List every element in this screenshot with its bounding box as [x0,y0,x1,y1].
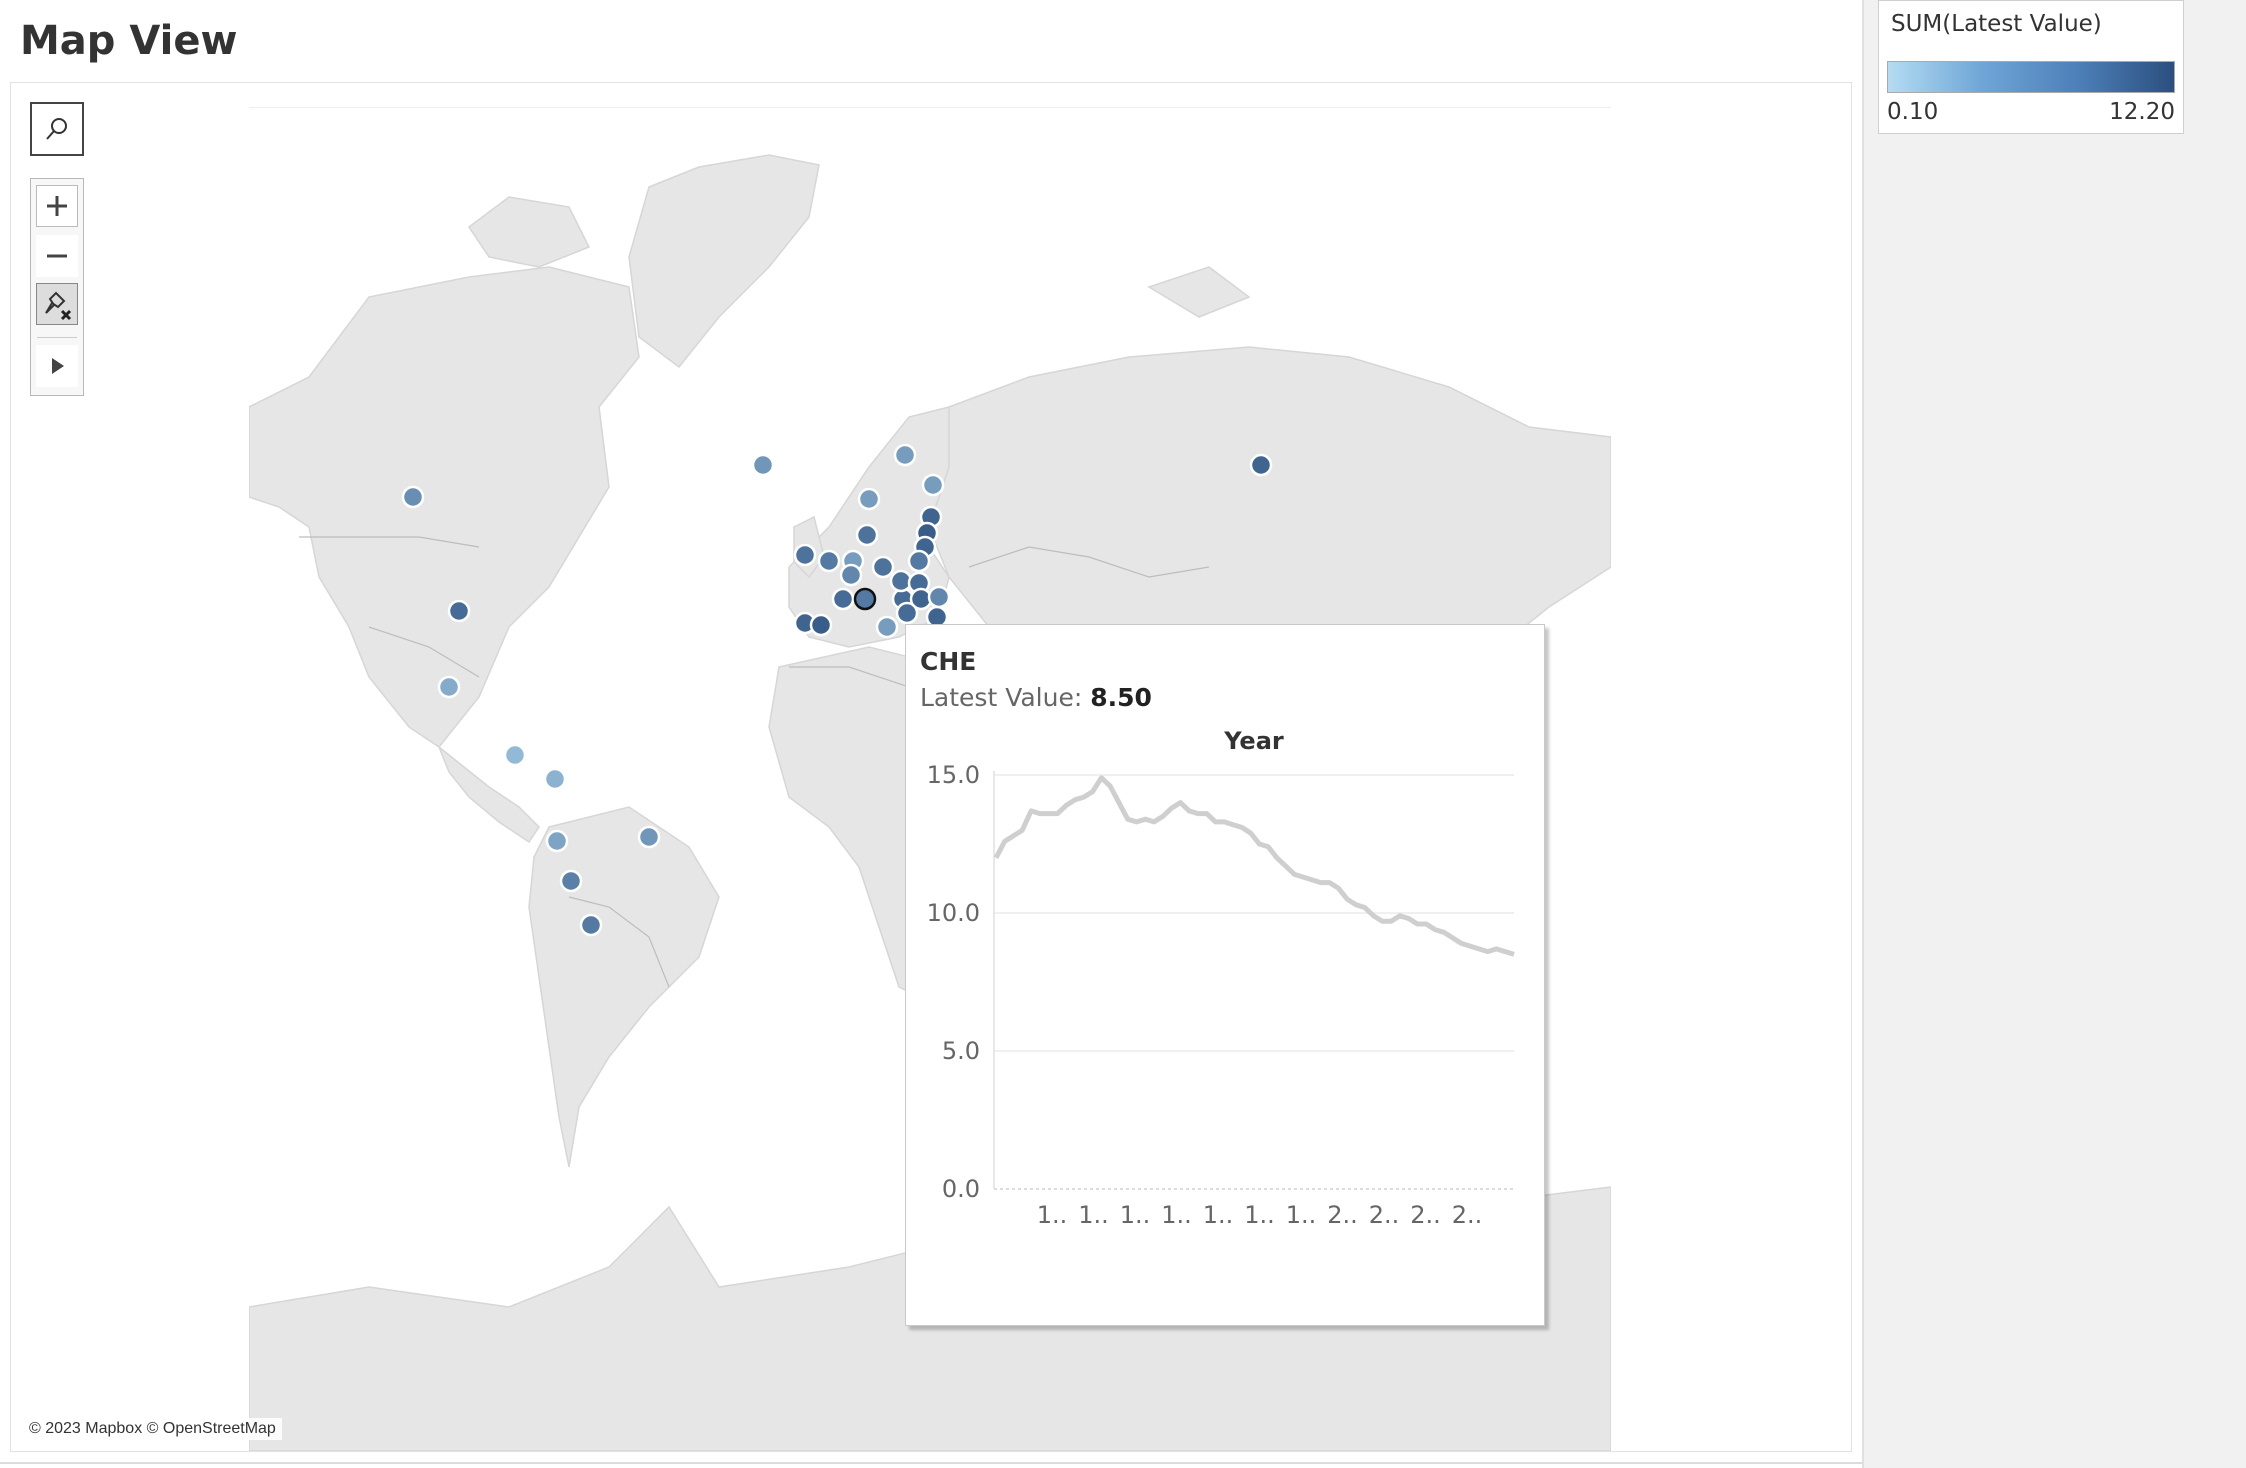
map-mark-poland[interactable] [907,549,931,573]
central-america-landmass [437,744,540,844]
legend-min-label: 0.10 [1887,99,1939,125]
map-mark-iceland[interactable] [751,453,775,477]
map-mark-denmark[interactable] [855,523,879,547]
map-mark-chile[interactable] [559,869,583,893]
map-mark-france[interactable] [831,587,855,611]
toolbar-divider [37,337,77,338]
map-mark-canada[interactable] [401,485,425,509]
zoom-out-button[interactable] [36,235,78,277]
arctic-islands [467,196,591,268]
x-tick-label: 2.. [1410,1201,1441,1229]
map-zoom-controls [30,178,84,396]
map-mark-che[interactable] [853,587,877,611]
map-mark-colombia[interactable] [543,767,567,791]
x-tick-label: 2.. [1327,1201,1358,1229]
map-mark-belgium[interactable] [839,563,863,587]
map-mark-costa-rica[interactable] [503,743,527,767]
map-mark-germany[interactable] [871,555,895,579]
tooltip-line-chart: Year 15.0 10.0 5.0 0.0 1.. 1.. 1.. 1.. 1.. 1.. 1.. 2… [927,727,1515,1229]
y-tick-label: 5.0 [942,1037,980,1065]
minus-icon [47,254,67,258]
mark-tooltip: CHE Latest Value: 8.50 Year 15.0 10.0 5.0 0.… [905,624,1545,1326]
legend-panel: SUM(Latest Value) 0.10 12.20 [1862,0,2246,1468]
search-icon [46,118,67,140]
map-mark-luxembourg[interactable] [927,585,951,609]
page-title: Map View [20,18,238,64]
greenland-landmass [628,154,820,369]
y-tick-label: 15.0 [927,761,980,789]
legend-color-ramp [1887,61,2175,93]
south-america-landmass [528,806,720,1168]
x-tick-label: 1.. [1037,1201,1068,1229]
unpin-icon [45,291,72,321]
x-tick-label: 1.. [1120,1201,1151,1229]
y-tick-label: 10.0 [927,899,980,927]
tooltip-value: 8.50 [1090,683,1152,712]
plus-icon [47,196,67,216]
map-mark-brazil[interactable] [637,825,661,849]
map-mark-peru[interactable] [545,829,569,853]
series-line[interactable] [993,775,1515,957]
chart-title: Year [1223,727,1284,755]
map-mark-italy[interactable] [875,615,899,639]
map-marks [401,443,1273,937]
map-mark-slovenia[interactable] [895,601,919,625]
map-mark-usa[interactable] [447,599,471,623]
map-search-button[interactable] [30,102,84,156]
color-legend[interactable]: SUM(Latest Value) 0.10 12.20 [1878,0,2184,134]
map-mark-sweden[interactable] [893,443,917,467]
zoom-in-button[interactable] [36,185,78,227]
x-tick-label: 1.. [1244,1201,1275,1229]
expand-toolbar-button[interactable] [36,345,78,387]
arctic-russia-islands [1147,266,1251,318]
map-mark-norway[interactable] [857,487,881,511]
x-tick-label: 1.. [1203,1201,1234,1229]
y-tick-label: 0.0 [942,1175,980,1203]
north-america-landmass [249,266,640,749]
tooltip-value-label: Latest Value: [920,683,1083,712]
canvas-bottom-border [0,1462,1862,1464]
tooltip-value-line: Latest Value: 8.50 [920,683,1152,712]
map-mark-argentina[interactable] [579,913,603,937]
tooltip-country: CHE [920,647,977,676]
x-tick-label: 1.. [1286,1201,1317,1229]
x-tick-label: 2.. [1452,1201,1483,1229]
legend-title: SUM(Latest Value) [1891,11,2102,37]
map-mark-ireland[interactable] [793,543,817,567]
unpin-map-button[interactable] [36,283,78,325]
play-icon [52,358,64,374]
map-mark-spain[interactable] [809,613,833,637]
map-mark-finland[interactable] [921,473,945,497]
x-tick-label: 1.. [1078,1201,1109,1229]
map-mark-russia[interactable] [1249,453,1273,477]
legend-max-label: 12.20 [2109,99,2175,125]
map-mark-mexico[interactable] [437,675,461,699]
x-tick-label: 2.. [1369,1201,1400,1229]
map-mark-uk[interactable] [817,549,841,573]
map-attribution[interactable]: © 2023 Mapbox © OpenStreetMap [23,1418,282,1440]
x-tick-label: 1.. [1161,1201,1192,1229]
